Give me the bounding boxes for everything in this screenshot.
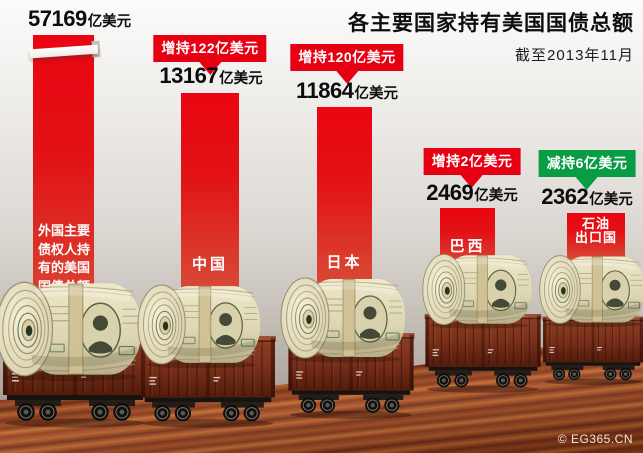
bar-value-number: 2362 bbox=[541, 184, 589, 209]
page-title: 各主要国家持有美国国债总额 bbox=[348, 12, 634, 35]
bar-label: 中国 bbox=[191, 256, 228, 273]
bar-label-line: 石油 bbox=[581, 216, 610, 231]
bar-oil-exporters: 石油 出口国 bbox=[567, 213, 625, 262]
bar-value-number: 2469 bbox=[426, 180, 474, 205]
change-badge-oil-exporters: 减持6亿美元 bbox=[538, 150, 636, 177]
bar-value-unit: 亿美元 bbox=[589, 192, 633, 208]
page-subtitle: 截至2013年11月 bbox=[515, 47, 634, 64]
header: 各主要国家持有美国国债总额 截至2013年11月 bbox=[348, 7, 634, 65]
money-roll-illustration bbox=[136, 280, 264, 369]
bar-value-oil-exporters: 2362亿美元 bbox=[541, 184, 632, 210]
change-badge-brazil: 增持2亿美元 bbox=[423, 148, 521, 175]
bar-label-line: 出口国 bbox=[574, 230, 617, 245]
bar-value-unit: 亿美元 bbox=[474, 188, 518, 204]
money-roll-illustration bbox=[279, 273, 409, 363]
bar-label: 日本 bbox=[326, 254, 363, 271]
bar-value-unit: 亿美元 bbox=[354, 86, 398, 102]
bar-value-total: 57169亿美元 bbox=[28, 6, 131, 32]
bar-value-number: 11864 bbox=[296, 78, 354, 103]
bar-value-china: 13167亿美元 bbox=[159, 63, 262, 89]
money-roll-illustration bbox=[0, 276, 146, 382]
bar-value-unit: 亿美元 bbox=[219, 71, 263, 87]
bar-value-unit: 亿美元 bbox=[87, 14, 132, 30]
bar-value-brazil: 2469亿美元 bbox=[426, 180, 517, 206]
bar-value-japan: 11864亿美元 bbox=[296, 78, 398, 104]
change-badge-japan: 增持120亿美元 bbox=[290, 44, 404, 71]
bar-china: 中国 bbox=[181, 93, 239, 300]
money-roll-illustration bbox=[538, 251, 643, 328]
watermark: © EG365.CN bbox=[557, 432, 633, 446]
bar-japan: 日本 bbox=[317, 107, 372, 295]
bar-value-number: 13167 bbox=[159, 63, 219, 88]
bar-value-number: 57169 bbox=[28, 6, 87, 31]
bar-label: 巴西 bbox=[449, 238, 486, 255]
bar-label: 石油 出口国 bbox=[567, 217, 625, 245]
change-badge-china: 增持122亿美元 bbox=[153, 35, 267, 62]
money-roll-illustration bbox=[421, 250, 535, 329]
